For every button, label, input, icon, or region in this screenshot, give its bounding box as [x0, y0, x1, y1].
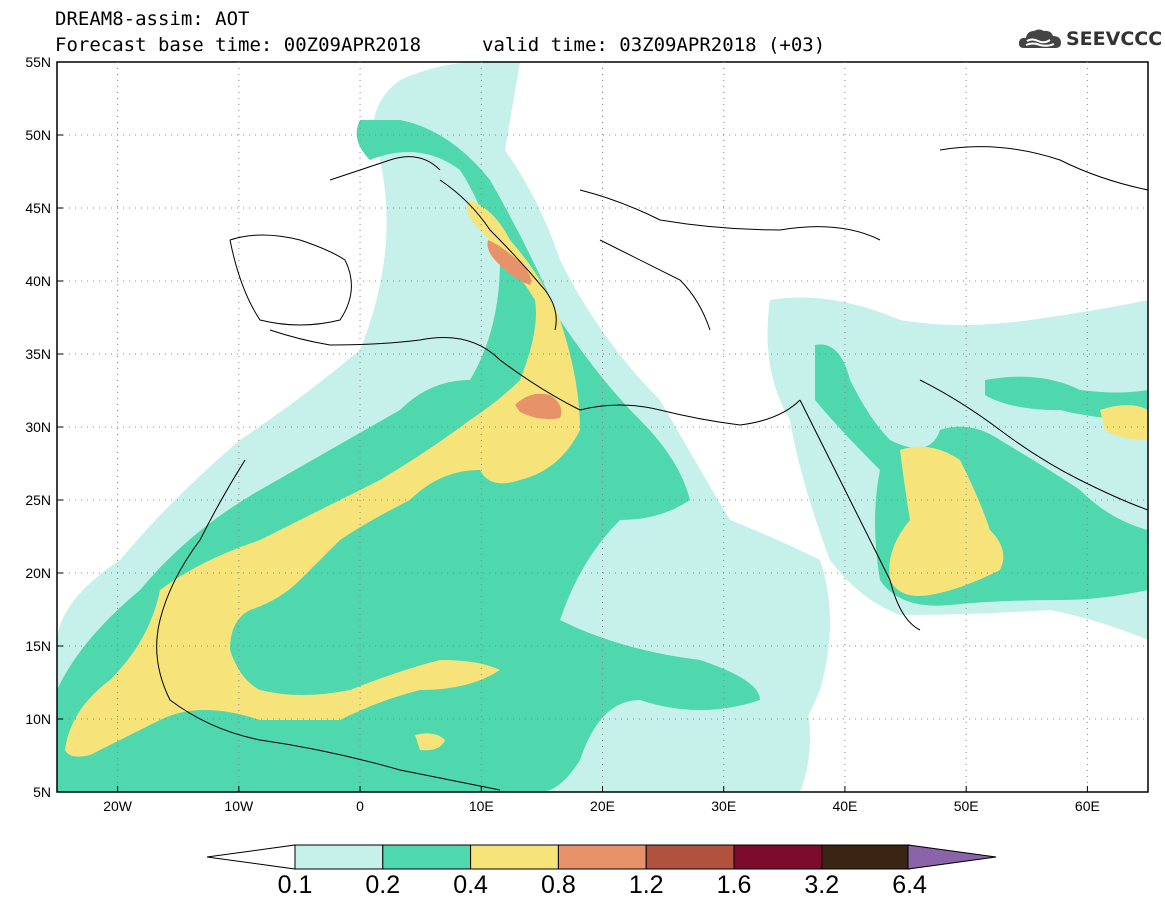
lat-label: 15N: [25, 638, 51, 654]
lat-label: 30N: [25, 419, 51, 435]
colorbar-swatch: [294, 844, 384, 870]
colorbar-label: 3.2: [804, 871, 839, 899]
valid-time: valid time: 03Z09APR2018 (+03): [482, 34, 826, 56]
latitude-labels: 5N 10N 15N 20N 25N 30N 35N 40N 45N 50N 55N: [25, 54, 51, 800]
lon-label: 20E: [590, 798, 615, 814]
lon-label: 10W: [224, 798, 254, 814]
lon-label: 0: [356, 798, 364, 814]
lon-label: 50E: [954, 798, 979, 814]
coastlines: [156, 146, 1149, 791]
lat-label: 10N: [25, 711, 51, 727]
lat-label: 20N: [25, 565, 51, 581]
cloud-icon: [1018, 29, 1061, 48]
lat-label: 40N: [25, 273, 51, 289]
colorbar-swatch: [470, 844, 559, 870]
aot-contour-0.4: [889, 446, 1004, 596]
lon-label: 30E: [711, 798, 736, 814]
lat-label: 35N: [25, 346, 51, 362]
map-title: DREAM8-assim: AOT: [55, 8, 250, 30]
colorbar: 0.1 0.2 0.4 0.8 1.2 1.6 3.2 6.4: [206, 844, 997, 899]
aot-contour-0.8: [515, 393, 562, 420]
logo-text: SEEVCCC: [1066, 28, 1163, 50]
colorbar-swatch: [821, 844, 911, 870]
lon-label: 20W: [103, 798, 133, 814]
colorbar-label: 1.6: [717, 871, 752, 899]
lon-label: 40E: [832, 798, 857, 814]
lat-label: 45N: [25, 200, 51, 216]
aot-contour-0.8: [487, 240, 531, 285]
colorbar-swatch: [733, 844, 823, 870]
colorbar-label: 0.2: [365, 871, 400, 899]
lat-label: 5N: [33, 784, 51, 800]
longitude-labels: 20W 10W 0 10E 20E 30E 40E 50E 60E: [103, 798, 1100, 814]
aot-field: [57, 62, 1148, 792]
lon-label: 10E: [469, 798, 494, 814]
lat-label: 55N: [25, 54, 51, 70]
colorbar-swatch: [557, 844, 647, 870]
lon-label: 60E: [1075, 798, 1100, 814]
colorbar-swatch: [382, 844, 472, 870]
colorbar-swatch: [645, 844, 735, 870]
lat-label: 50N: [25, 127, 51, 143]
colorbar-label: 0.1: [278, 871, 313, 899]
colorbar-arrow-low: [206, 844, 296, 870]
gridlines: [57, 61, 1148, 793]
aot-contour-0.4: [65, 200, 580, 757]
aot-contour-0.4: [1100, 405, 1148, 440]
colorbar-label: 0.4: [453, 871, 488, 899]
seevccc-logo: SEEVCCC: [1018, 26, 1162, 52]
lat-label: 25N: [25, 492, 51, 508]
forecast-base-time: Forecast base time: 00Z09APR2018: [55, 34, 422, 56]
colorbar-label: 6.4: [892, 871, 927, 899]
colorbar-label: 1.2: [629, 871, 664, 899]
aot-contour-0.4: [415, 733, 445, 751]
colorbar-arrow-high: [907, 844, 997, 870]
colorbar-label: 0.8: [541, 871, 576, 899]
